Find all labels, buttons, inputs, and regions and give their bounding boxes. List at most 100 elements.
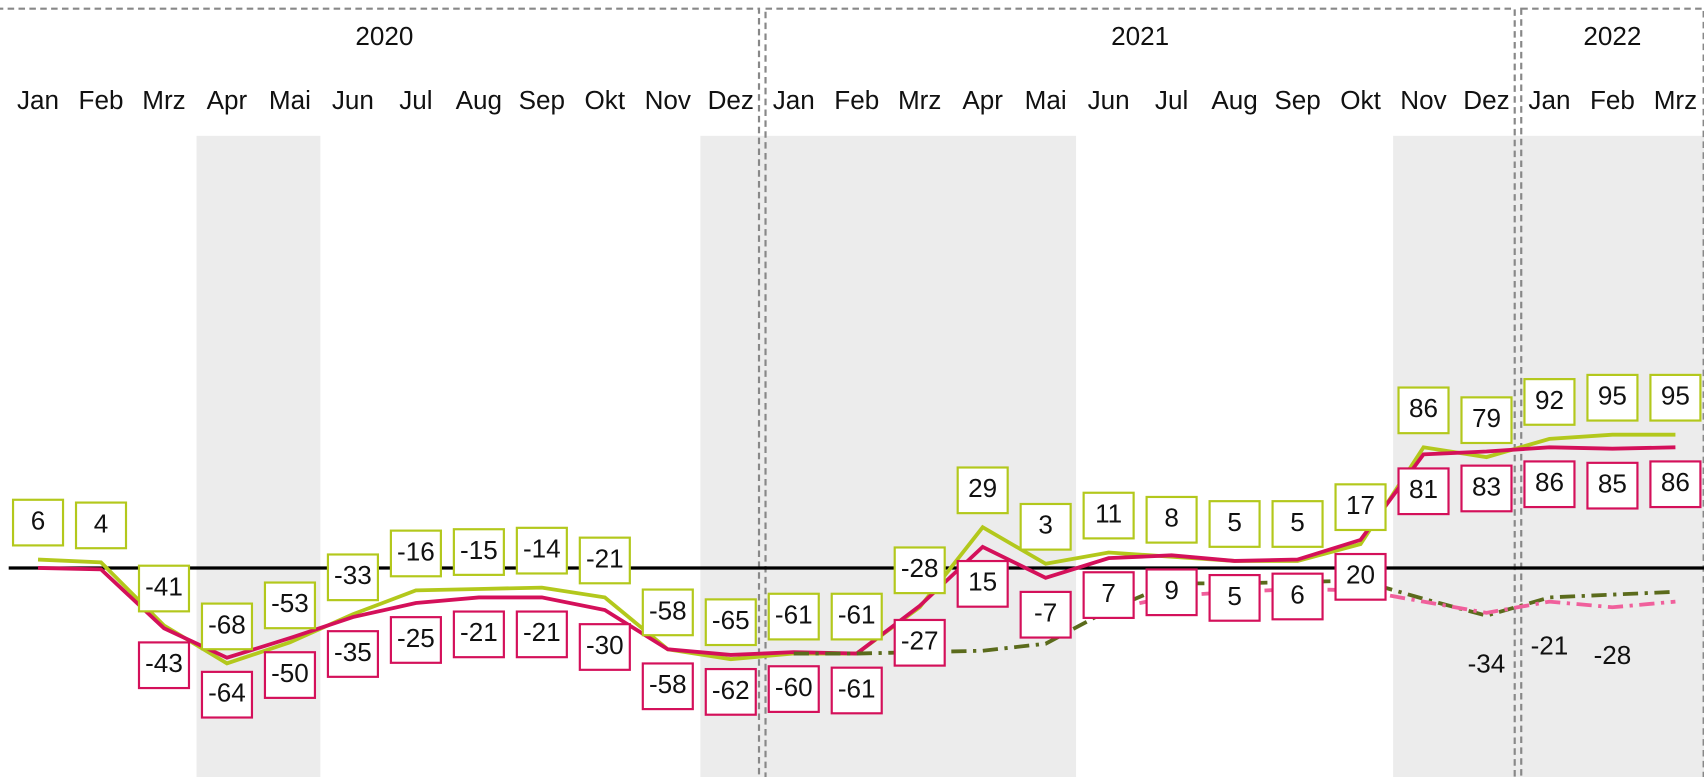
year-box	[1520, 7, 1704, 777]
label-box	[956, 466, 1009, 515]
label-box	[452, 528, 505, 576]
data-label: -41	[145, 571, 183, 601]
data-label: -21	[586, 543, 624, 573]
label-box	[515, 610, 568, 659]
label-box	[893, 546, 946, 595]
label-box	[74, 501, 128, 550]
data-label: -30	[586, 630, 624, 660]
data-label: -33	[334, 560, 372, 590]
year-label: 2021	[1111, 21, 1169, 51]
label-box	[830, 592, 883, 641]
data-label: -58	[649, 669, 687, 699]
label-box	[1397, 467, 1450, 516]
data-label: 95	[1598, 381, 1627, 411]
month-label: Mrz	[142, 85, 185, 115]
data-label: -16	[397, 536, 435, 566]
month-label: Jun	[332, 85, 374, 115]
label-box	[1019, 590, 1072, 639]
label-box	[137, 564, 191, 613]
label-box	[704, 667, 757, 716]
label-box	[1334, 552, 1387, 601]
data-label: 11	[1095, 498, 1122, 528]
data-label: -62	[712, 675, 750, 705]
label-box	[200, 670, 254, 719]
label-box	[1082, 571, 1135, 619]
label-box	[1523, 378, 1576, 426]
data-label: -50	[271, 658, 309, 688]
month-label: Okt	[585, 85, 626, 115]
label-box	[767, 665, 820, 713]
month-label: Sep	[519, 85, 565, 115]
data-label: 6	[31, 505, 46, 535]
label-box	[1145, 568, 1198, 617]
shaded-period	[700, 135, 1077, 777]
label-box	[1208, 573, 1261, 622]
data-label: -25	[397, 623, 435, 653]
label-box	[1649, 460, 1702, 509]
data-label: 8	[1164, 503, 1179, 533]
label-box	[1019, 502, 1072, 551]
month-label: Jan	[773, 85, 815, 115]
data-label: 6	[1290, 579, 1305, 609]
data-label: 20	[1346, 560, 1375, 590]
label-box	[1334, 483, 1387, 532]
label-box	[704, 598, 757, 647]
data-label: 15	[968, 567, 997, 597]
label-box	[1523, 460, 1576, 509]
label-box	[326, 630, 379, 678]
data-label: -28	[901, 553, 939, 583]
data-label: -28	[1594, 640, 1632, 670]
label-box	[452, 610, 505, 659]
label-box	[1649, 373, 1702, 422]
year-box	[764, 7, 1516, 777]
data-label: -14	[523, 534, 561, 564]
label-box	[578, 536, 631, 585]
label-box	[326, 553, 379, 602]
data-label: -27	[901, 626, 939, 656]
year-box	[0, 7, 761, 777]
month-label: Nov	[1400, 85, 1446, 115]
month-label: Jan	[17, 85, 59, 115]
data-label: 83	[1472, 471, 1501, 501]
label-box	[389, 616, 442, 664]
data-label: -34	[1468, 649, 1506, 679]
month-label: Jul	[399, 85, 432, 115]
data-label: 17	[1346, 490, 1375, 520]
label-box	[830, 666, 883, 715]
shaded-period	[1393, 135, 1704, 777]
data-label: -21	[460, 617, 498, 647]
label-box	[263, 651, 317, 699]
label-box	[641, 662, 694, 711]
month-label: Apr	[207, 85, 248, 115]
data-label: 3	[1038, 510, 1053, 540]
data-label: 9	[1164, 575, 1179, 605]
label-box	[641, 588, 694, 637]
data-label: -64	[208, 678, 246, 708]
month-label: Jun	[1088, 85, 1130, 115]
data-label: -58	[649, 595, 687, 625]
label-box	[1145, 495, 1198, 544]
data-label: -43	[145, 648, 183, 678]
data-label: 86	[1661, 467, 1690, 497]
data-label: 86	[1535, 467, 1564, 497]
month-label: Jan	[1528, 85, 1570, 115]
month-label: Dez	[708, 85, 754, 115]
data-label: 7	[1101, 578, 1116, 608]
month-label: Feb	[834, 85, 879, 115]
data-label: -61	[838, 599, 876, 629]
data-label: -53	[271, 588, 309, 618]
data-label: -61	[838, 673, 876, 703]
label-box	[515, 526, 568, 575]
series-line	[1108, 587, 1676, 615]
data-label: 79	[1472, 403, 1501, 433]
year-label: 2020	[355, 21, 413, 51]
data-label: 5	[1227, 581, 1242, 611]
month-label: Mrz	[898, 85, 941, 115]
label-box	[893, 618, 946, 667]
label-box	[1082, 491, 1135, 540]
month-label: Dez	[1463, 85, 1509, 115]
data-label: 81	[1409, 474, 1438, 504]
data-label: -68	[208, 609, 246, 639]
month-label: Mai	[269, 85, 311, 115]
